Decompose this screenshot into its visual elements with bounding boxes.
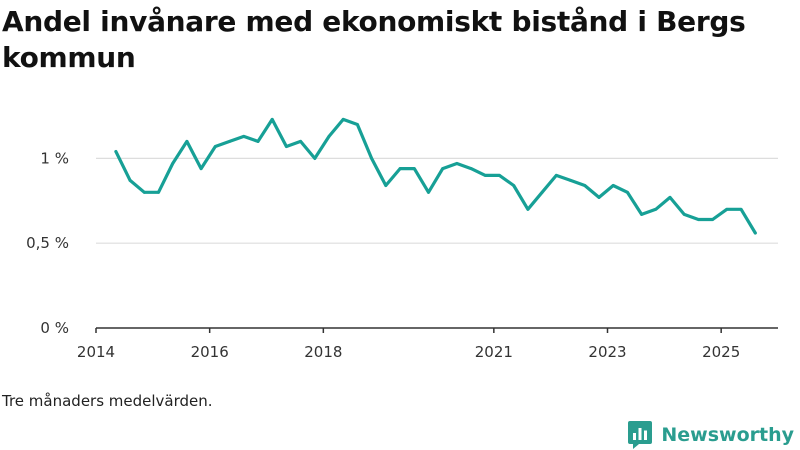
data-point (213, 145, 217, 148)
data-point (412, 167, 416, 170)
data-point (284, 145, 288, 148)
data-point (469, 167, 473, 170)
data-point (668, 196, 672, 199)
data-point (313, 157, 317, 160)
data-point (427, 190, 430, 194)
data-point (739, 207, 743, 211)
x-axis (95, 327, 778, 333)
data-point (483, 173, 487, 177)
data-point (640, 212, 643, 216)
newsworthy-logo-icon (628, 421, 653, 449)
series-group (114, 117, 757, 235)
gridlines (96, 157, 778, 244)
data-point (114, 150, 118, 154)
y-axis-labels: 0 % 0,5 % 1 % (26, 149, 69, 337)
data-point (753, 231, 757, 235)
data-point (341, 117, 345, 121)
x-tick-label: 2014 (77, 343, 115, 361)
brand-name: Newsworthy (661, 424, 794, 446)
data-point (256, 140, 260, 143)
data-point (625, 190, 629, 194)
data-point (597, 196, 601, 199)
data-point (711, 218, 715, 221)
data-point (370, 157, 374, 160)
data-point (697, 218, 700, 221)
data-point (569, 179, 572, 182)
series-line-0 (114, 117, 757, 235)
data-point (441, 167, 445, 170)
y-tick-label: 0,5 % (26, 234, 69, 252)
data-point (228, 140, 231, 143)
data-point (540, 190, 544, 194)
x-tick-label: 2016 (191, 343, 229, 361)
data-point (327, 134, 331, 138)
x-tick-label: 2021 (475, 343, 513, 361)
data-point (142, 190, 146, 194)
data-point (356, 123, 359, 126)
data-point (299, 140, 302, 143)
data-point (270, 117, 274, 121)
data-point (157, 190, 160, 194)
chart-title: Andel invånare med ekonomiskt bistånd i … (2, 5, 746, 74)
data-point (242, 134, 246, 138)
data-point (512, 184, 516, 187)
data-point (682, 212, 686, 216)
data-point (554, 173, 558, 177)
y-tick-label: 0 % (40, 319, 69, 337)
data-point (725, 207, 729, 211)
data-point (128, 179, 132, 182)
data-point (583, 184, 587, 187)
x-tick-label: 2018 (304, 343, 342, 361)
data-point (384, 184, 388, 187)
data-point (171, 162, 175, 165)
data-point (654, 207, 658, 211)
footnote: Tre månaders medelvärden. (2, 392, 213, 410)
x-tick-label: 2025 (702, 343, 740, 361)
x-tick-label: 2023 (588, 343, 626, 361)
data-point (611, 184, 615, 187)
x-axis-labels: 2014 2016 2018 2021 2023 2025 (77, 343, 740, 361)
data-point (199, 167, 203, 170)
data-point (526, 207, 530, 211)
data-point (398, 167, 402, 170)
y-tick-label: 1 % (40, 149, 69, 167)
data-point (455, 162, 459, 165)
data-point (185, 140, 189, 143)
newsworthy-brand[interactable]: Newsworthy (627, 420, 794, 450)
data-point (498, 173, 501, 177)
